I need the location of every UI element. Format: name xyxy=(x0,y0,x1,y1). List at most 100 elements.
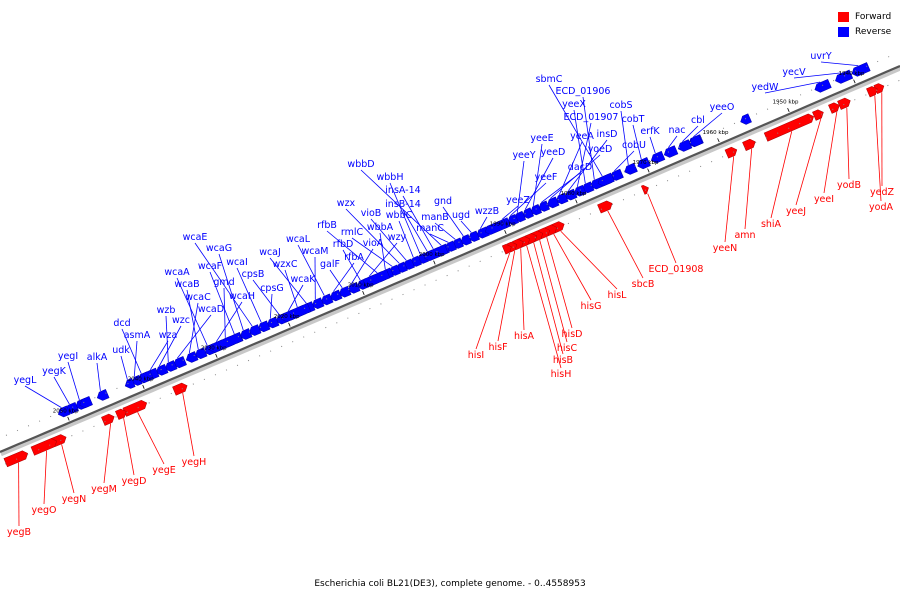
gene-wcai[interactable] xyxy=(256,320,271,334)
gene-yecv[interactable] xyxy=(834,69,854,85)
gene-rfba[interactable] xyxy=(328,289,343,303)
gene-yeef[interactable] xyxy=(506,213,520,226)
label-hish[interactable]: hisH xyxy=(551,369,572,380)
label-gmd[interactable]: gmd xyxy=(213,277,234,288)
gene-block-8[interactable] xyxy=(137,370,154,385)
label-wcam[interactable]: wcaM xyxy=(301,246,328,257)
label-hisi[interactable]: hisI xyxy=(468,350,484,361)
gene-wcag[interactable] xyxy=(238,328,253,342)
label-yeey[interactable]: yeeY xyxy=(512,150,535,161)
gene-dacd[interactable] xyxy=(537,200,551,213)
label-yegm[interactable]: yegM xyxy=(91,484,117,495)
label-ecd-01906[interactable]: ECD_01906 xyxy=(556,86,611,97)
label-wzxc[interactable]: wzxC xyxy=(272,259,297,270)
gene-yeej[interactable] xyxy=(812,108,825,121)
label-gnd[interactable]: gnd xyxy=(434,196,452,207)
gene-block-9[interactable] xyxy=(78,396,93,409)
label-cpsb[interactable]: cpsB xyxy=(242,269,265,280)
label-insb-14[interactable]: insB-14 xyxy=(385,199,421,210)
label-rfbb[interactable]: rfbB xyxy=(317,220,337,231)
label-nac[interactable]: nac xyxy=(668,125,685,136)
label-wcai[interactable]: wcaI xyxy=(226,257,248,268)
label-erfk[interactable]: erfK xyxy=(640,126,660,137)
label-yeen[interactable]: yeeN xyxy=(713,243,737,254)
label-rfba[interactable]: rfbA xyxy=(344,252,364,263)
gene-yeei[interactable] xyxy=(828,101,841,114)
label-wcaa[interactable]: wcaA xyxy=(164,267,190,278)
gene-wcal[interactable] xyxy=(319,293,334,307)
label-yeez[interactable]: yeeZ xyxy=(506,195,530,206)
label-yedz[interactable]: yedZ xyxy=(870,187,894,198)
label-wbba[interactable]: wbbA xyxy=(367,222,394,233)
label-wcaf[interactable]: wcaF xyxy=(198,261,222,272)
label-hisb[interactable]: hisB xyxy=(553,355,573,366)
label-yegi[interactable]: yegI xyxy=(58,351,78,362)
gene-block-2[interactable] xyxy=(596,172,615,188)
label-yeef[interactable]: yeeF xyxy=(535,172,558,183)
gene-cpsg[interactable] xyxy=(265,316,280,330)
label-insa-14[interactable]: insA-14 xyxy=(385,185,420,196)
gene-cobt[interactable] xyxy=(636,157,651,170)
gene-erfk[interactable] xyxy=(649,150,666,164)
gene-yodb[interactable] xyxy=(837,96,853,110)
label-insd[interactable]: insD xyxy=(597,129,618,140)
gene-yoda[interactable] xyxy=(866,85,879,98)
label-rfbd[interactable]: rfbD xyxy=(333,239,354,250)
label-wcal[interactable]: wcaL xyxy=(286,234,311,245)
label-dacd[interactable]: dacD xyxy=(568,162,592,173)
label-yoed[interactable]: yoeD xyxy=(588,144,613,155)
label-ecd-01908[interactable]: ECD_01908 xyxy=(649,264,704,275)
label-manb[interactable]: manB xyxy=(421,212,449,223)
gene-block-5[interactable] xyxy=(361,269,391,289)
label-yeex[interactable]: yeeX xyxy=(562,99,586,110)
label-wcaj[interactable]: wcaJ xyxy=(259,247,281,258)
label-hisl[interactable]: hisL xyxy=(608,290,628,301)
gene-yegb[interactable] xyxy=(3,449,30,468)
gene-yego[interactable] xyxy=(30,437,58,456)
label-wza[interactable]: wza xyxy=(159,330,178,341)
label-yeed[interactable]: yeeD xyxy=(541,147,566,158)
label-wzzb[interactable]: wzzB xyxy=(475,206,499,217)
gene-gnd[interactable] xyxy=(459,234,472,246)
label-yego[interactable]: yegO xyxy=(32,505,57,516)
gene-block-3[interactable] xyxy=(483,218,508,236)
gene-block-6[interactable] xyxy=(280,303,312,323)
label-yeei[interactable]: yeeI xyxy=(814,194,834,205)
gene-amn[interactable] xyxy=(742,138,758,151)
gene-yege[interactable] xyxy=(122,399,149,417)
label-wzb[interactable]: wzb xyxy=(157,305,176,316)
label-manc[interactable]: manC xyxy=(416,223,444,234)
label-sbcb[interactable]: sbcB xyxy=(632,279,655,290)
label-yegn[interactable]: yegN xyxy=(62,494,87,505)
label-wcag[interactable]: wcaG xyxy=(206,243,232,254)
gene-yegh[interactable] xyxy=(172,382,188,396)
gene-yeed[interactable] xyxy=(521,207,535,220)
label-yegk[interactable]: yegK xyxy=(42,366,66,377)
gene-ecd-01908[interactable] xyxy=(640,184,650,195)
label-yeej[interactable]: yeeJ xyxy=(786,206,806,217)
label-yeea[interactable]: yeeA xyxy=(570,131,594,142)
label-udk[interactable]: udk xyxy=(112,345,130,356)
label-wzx[interactable]: wzx xyxy=(337,198,356,209)
label-cpsg[interactable]: cpsG xyxy=(260,283,284,294)
gene-block-1[interactable] xyxy=(688,134,703,148)
label-wcae[interactable]: wcaE xyxy=(183,232,208,243)
label-hisg[interactable]: hisG xyxy=(581,301,602,312)
label-cbl[interactable]: cbl xyxy=(691,115,705,126)
label-cobt[interactable]: cobT xyxy=(622,114,645,125)
gene-vioa[interactable] xyxy=(346,281,361,295)
label-wcah[interactable]: wcaH xyxy=(229,291,255,302)
label-wbbh[interactable]: wbbH xyxy=(377,172,404,183)
label-ecd-01907[interactable]: ECD_01907 xyxy=(564,112,619,123)
gene-yegl[interactable] xyxy=(56,405,71,419)
label-yegb[interactable]: yegB xyxy=(7,527,31,538)
label-yegh[interactable]: yegH xyxy=(182,457,207,468)
label-vioa[interactable]: vioA xyxy=(363,238,384,249)
label-wcab[interactable]: wcaB xyxy=(174,279,199,290)
label-hisf[interactable]: hisF xyxy=(488,342,507,353)
gene-wzb[interactable] xyxy=(163,360,178,374)
gene-insd[interactable] xyxy=(563,188,578,202)
label-wbbc[interactable]: wbbC xyxy=(386,210,413,221)
label-rmlc[interactable]: rmlC xyxy=(341,227,364,238)
label-wcak[interactable]: wcaK xyxy=(290,274,316,285)
